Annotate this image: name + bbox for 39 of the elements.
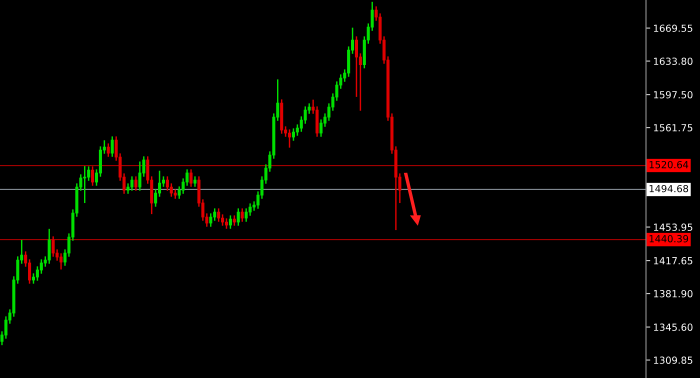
- candlestick: [244, 208, 248, 222]
- y-tick-label: 1669.55: [654, 24, 692, 32]
- y-tick-label: 1561.75: [654, 124, 692, 132]
- candlestick: [174, 188, 177, 200]
- candlestick: [110, 136, 114, 158]
- candlestick: [170, 182, 173, 198]
- candlestick: [288, 128, 292, 148]
- y-tick-label: 1417.65: [654, 257, 692, 264]
- candlestick: [232, 214, 236, 226]
- candlestick: [320, 118, 323, 138]
- y-tick-label: 1597.50: [654, 91, 693, 98]
- y-tick-label: 1345.60: [654, 324, 693, 331]
- candlestick: [126, 182, 130, 194]
- candlestick: [217, 208, 220, 222]
- candlestick: [130, 176, 134, 192]
- candlestick: [228, 214, 232, 230]
- candlestick: [292, 128, 295, 142]
- y-tick-label: 1381.90: [654, 290, 693, 298]
- candlestick: [52, 236, 55, 258]
- candlestick: [209, 212, 212, 228]
- candlestick: [193, 176, 197, 188]
- candlestick: [40, 258, 43, 274]
- candlestick: [91, 166, 94, 186]
- candlestick: [240, 208, 244, 222]
- candlestick: [138, 160, 142, 192]
- candlestick: [60, 252, 63, 270]
- candlestick: [236, 208, 240, 226]
- ref-line-label: 1494.68: [650, 184, 688, 192]
- candlestick: [106, 142, 110, 158]
- ref-line-label: 1440.39: [650, 235, 688, 242]
- candlestick: [134, 176, 138, 192]
- y-tick-label: 1633.80: [654, 58, 693, 65]
- ref-line-label: 1520.64: [650, 160, 688, 168]
- y-tick-label: 1309.85: [654, 356, 692, 364]
- y-tick-label: 1453.95: [654, 224, 692, 231]
- candlestick: [190, 168, 193, 188]
- candlestick: [224, 218, 228, 230]
- candlestick: [48, 228, 51, 264]
- candlestick: [83, 165, 86, 204]
